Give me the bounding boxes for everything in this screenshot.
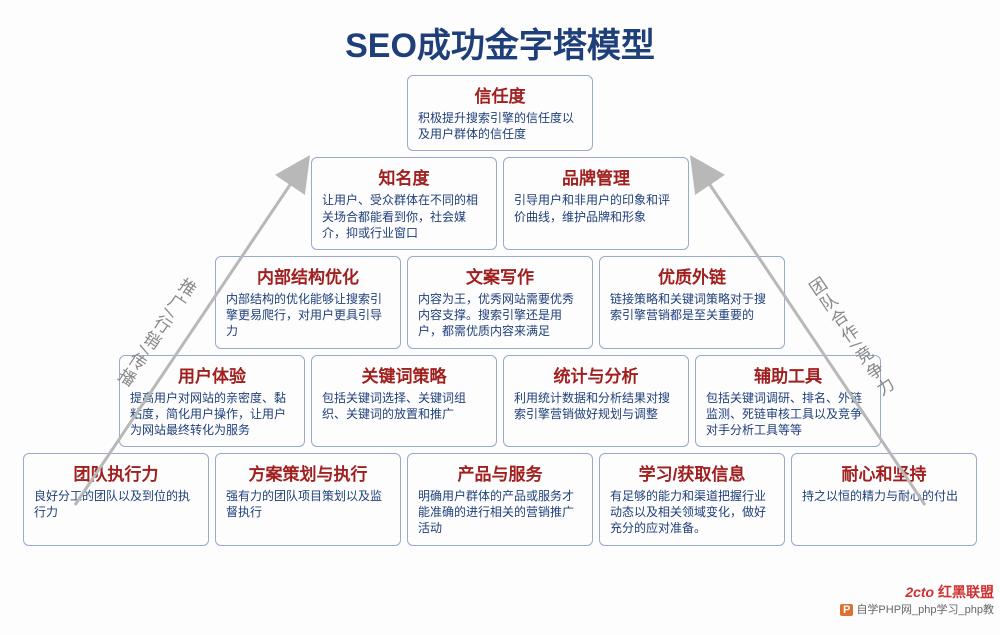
box-desc: 包括关键词调研、排名、外链监测、死链审核工具以及竞争对手分析工具等等 (706, 390, 870, 439)
box-title: 文案写作 (418, 263, 582, 288)
pyramid-row: 用户体验提高用户对网站的亲密度、黏粘度，简化用户操作，让用户为网站最终转化为服务… (0, 355, 1000, 448)
box-desc: 有足够的能力和渠道把握行业动态以及相关领域变化，做好充分的应对准备。 (610, 488, 774, 537)
box-desc: 利用统计数据和分析结果对搜索引擎营销做好规划与调整 (514, 390, 678, 422)
footer-watermark: P 自学PHP网_php学习_php教 (840, 601, 994, 617)
footer-text: 自学PHP网_php学习_php教 (856, 604, 994, 616)
box-desc: 引导用户和非用户的印象和评价曲线，维护品牌和形象 (514, 192, 678, 224)
box-desc: 包括关键词选择、关键词组织、关键词的放置和推广 (322, 390, 486, 422)
pyramid-box: 用户体验提高用户对网站的亲密度、黏粘度，简化用户操作，让用户为网站最终转化为服务 (119, 355, 305, 448)
box-title: 团队执行力 (34, 460, 198, 485)
pyramid-row: 团队执行力良好分工的团队以及到位的执行力方案策划与执行强有力的团队项目策划以及监… (0, 453, 1000, 546)
box-title: 内部结构优化 (226, 263, 390, 288)
box-desc: 让用户、受众群体在不同的相关场合都能看到你，社会媒介，抑或行业窗口 (322, 192, 486, 241)
pyramid-box: 产品与服务明确用户群体的产品或服务才能准确的进行相关的营销推广活动 (407, 453, 593, 546)
box-desc: 内容为王，优秀网站需要优秀内容支撑。搜索引擎还是用户，都需优质内容来满足 (418, 291, 582, 340)
pyramid-box: 统计与分析利用统计数据和分析结果对搜索引擎营销做好规划与调整 (503, 355, 689, 448)
box-title: 知名度 (322, 164, 486, 189)
box-title: 品牌管理 (514, 164, 678, 189)
box-desc: 积极提升搜索引擎的信任度以及用户群体的信任度 (418, 110, 582, 142)
box-title: 优质外链 (610, 263, 774, 288)
box-title: 学习/获取信息 (610, 460, 774, 485)
pyramid-row: 信任度积极提升搜索引擎的信任度以及用户群体的信任度 (0, 75, 1000, 151)
pyramid-box: 方案策划与执行强有力的团队项目策划以及监督执行 (215, 453, 401, 546)
brand-name: 红黑联盟 (938, 584, 994, 600)
pyramid-box: 关键词策略包括关键词选择、关键词组织、关键词的放置和推广 (311, 355, 497, 448)
pyramid-box: 优质外链链接策略和关键词策略对于搜索引擎营销都是至关重要的 (599, 256, 785, 349)
box-title: 关键词策略 (322, 362, 486, 387)
box-title: 统计与分析 (514, 362, 678, 387)
box-desc: 强有力的团队项目策划以及监督执行 (226, 488, 390, 520)
box-title: 信任度 (418, 82, 582, 107)
brand-logo-text: 2cto (905, 584, 934, 600)
box-desc: 链接策略和关键词策略对于搜索引擎营销都是至关重要的 (610, 291, 774, 323)
pyramid-box: 知名度让用户、受众群体在不同的相关场合都能看到你，社会媒介，抑或行业窗口 (311, 157, 497, 250)
box-title: 辅助工具 (706, 362, 870, 387)
pyramid-box: 学习/获取信息有足够的能力和渠道把握行业动态以及相关领域变化，做好充分的应对准备… (599, 453, 785, 546)
footer-badge: P (840, 604, 853, 616)
pyramid-box: 辅助工具包括关键词调研、排名、外链监测、死链审核工具以及竞争对手分析工具等等 (695, 355, 881, 448)
pyramid-box: 耐心和坚持持之以恒的精力与耐心的付出 (791, 453, 977, 546)
pyramid-rows: 信任度积极提升搜索引擎的信任度以及用户群体的信任度知名度让用户、受众群体在不同的… (0, 75, 1000, 546)
box-title: 产品与服务 (418, 460, 582, 485)
pyramid-box: 内部结构优化内部结构的优化能够让搜索引擎更易爬行，对用户更具引导力 (215, 256, 401, 349)
pyramid-box: 团队执行力良好分工的团队以及到位的执行力 (23, 453, 209, 546)
box-desc: 内部结构的优化能够让搜索引擎更易爬行，对用户更具引导力 (226, 291, 390, 340)
box-desc: 明确用户群体的产品或服务才能准确的进行相关的营销推广活动 (418, 488, 582, 537)
box-desc: 良好分工的团队以及到位的执行力 (34, 488, 198, 520)
pyramid-box: 文案写作内容为王，优秀网站需要优秀内容支撑。搜索引擎还是用户，都需优质内容来满足 (407, 256, 593, 349)
box-title: 耐心和坚持 (802, 460, 966, 485)
page-title: SEO成功金字塔模型 (0, 0, 1000, 75)
box-desc: 持之以恒的精力与耐心的付出 (802, 488, 966, 504)
pyramid-row: 知名度让用户、受众群体在不同的相关场合都能看到你，社会媒介，抑或行业窗口品牌管理… (0, 157, 1000, 250)
pyramid-box: 信任度积极提升搜索引擎的信任度以及用户群体的信任度 (407, 75, 593, 151)
pyramid-box: 品牌管理引导用户和非用户的印象和评价曲线，维护品牌和形象 (503, 157, 689, 250)
box-title: 用户体验 (130, 362, 294, 387)
pyramid-diagram: 推广/行销/传播 团队合作/竞争力 信任度积极提升搜索引擎的信任度以及用户群体的… (0, 75, 1000, 615)
box-title: 方案策划与执行 (226, 460, 390, 485)
brand-watermark: 2cto 红黑联盟 (905, 582, 994, 602)
box-desc: 提高用户对网站的亲密度、黏粘度，简化用户操作，让用户为网站最终转化为服务 (130, 390, 294, 439)
